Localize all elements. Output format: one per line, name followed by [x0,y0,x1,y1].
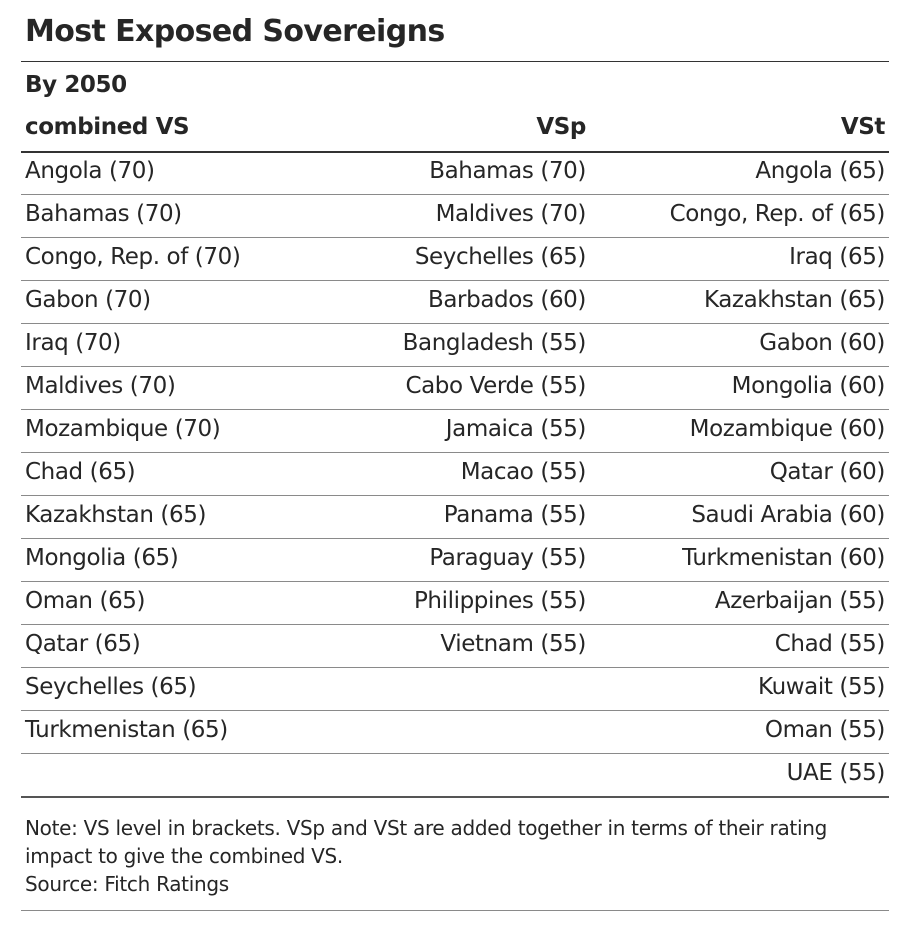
vsp-cell: Panama (55) [443,502,587,528]
vst-cell: Congo, Rep. of (65) [669,201,886,227]
table-row: Iraq (70) Bangladesh (55) Gabon (60) [21,324,889,367]
title-divider [21,61,889,62]
table-header-row: combined VS VSp VSt [21,110,889,153]
vst-cell: Kuwait (55) [758,674,885,700]
combined-vs-cell: Mongolia (65) [25,545,179,571]
table-row: Seychelles (65) Kuwait (55) [21,668,889,711]
combined-vs-cell: Seychelles (65) [25,674,197,700]
note-line-2: impact to give the combined VS. [25,844,343,868]
table-row: Qatar (65) Vietnam (55) Chad (55) [21,625,889,668]
vst-cell: Saudi Arabia (60) [691,502,885,528]
vst-cell: Iraq (65) [789,244,885,270]
table-row: Gabon (70) Barbados (60) Kazakhstan (65) [21,281,889,324]
combined-vs-cell: Turkmenistan (65) [25,717,228,743]
vst-cell: Chad (55) [774,631,886,657]
table-row: Turkmenistan (65) Oman (55) [21,711,889,754]
table-row: Chad (65) Macao (55) Qatar (60) [21,453,889,496]
combined-vs-cell: Congo, Rep. of (70) [25,244,241,270]
combined-vs-cell: Mozambique (70) [25,416,221,442]
table-row: UAE (55) [21,754,889,798]
vst-cell: Kazakhstan (65) [703,287,885,313]
table-row: Mongolia (65) Paraguay (55) Turkmenistan (… [21,539,889,582]
vst-cell: Turkmenistan (60) [682,545,885,571]
combined-vs-cell: Maldives (70) [25,373,176,399]
combined-vs-cell: Angola (70) [25,158,155,184]
combined-vs-cell: Gabon (70) [25,287,151,313]
vst-cell: Qatar (60) [769,459,886,485]
vsp-cell: Jamaica (55) [445,416,587,442]
combined-vs-cell: Iraq (70) [25,330,121,356]
vst-cell: Mongolia (60) [731,373,886,399]
table-subtitle: By 2050 [25,72,127,98]
combined-vs-cell: Chad (65) [25,459,136,485]
vsp-cell: Bangladesh (55) [402,330,587,356]
vsp-cell: Seychelles (65) [414,244,587,270]
combined-vs-cell: Kazakhstan (65) [25,502,207,528]
vst-cell: Angola (65) [755,158,885,184]
table-row: Kazakhstan (65) Panama (55) Saudi Arabia (… [21,496,889,539]
column-header-vsp: VSp [536,114,586,140]
vsp-cell: Bahamas (70) [429,158,586,184]
table-row: Mozambique (70) Jamaica (55) Mozambique (6… [21,410,889,453]
note-line-1: Note: VS level in brackets. VSp and VSt … [25,816,827,840]
table-row: Oman (65) Philippines (55) Azerbaijan (55) [21,582,889,625]
combined-vs-cell: Oman (65) [25,588,146,614]
vst-cell: Mozambique (60) [689,416,886,442]
table-body: Angola (70) Bahamas (70) Angola (65) Bahama… [21,152,889,798]
vsp-cell: Philippines (55) [413,588,586,614]
vsp-cell: Macao (55) [460,459,587,485]
column-header-combined-vs: combined VS [25,114,190,140]
combined-vs-cell: Bahamas (70) [25,201,182,227]
table-row: Maldives (70) Cabo Verde (55) Mongolia (60… [21,367,889,410]
page-title: Most Exposed Sovereigns [25,14,445,49]
column-header-vst: VSt [840,114,886,140]
vsp-cell: Vietnam (55) [440,631,586,657]
source-line: Source: Fitch Ratings [25,872,229,896]
combined-vs-cell: Qatar (65) [25,631,141,657]
table-row: Congo, Rep. of (70) Seychelles (65) Iraq (… [21,238,889,281]
vst-cell: Oman (55) [764,717,886,743]
vst-cell: Gabon (60) [759,330,885,356]
table-note: Note: VS level in brackets. VSp and VSt … [25,814,885,898]
vst-cell: Azerbaijan (55) [714,588,885,614]
table-row: Angola (70) Bahamas (70) Angola (65) [21,152,889,195]
table-row: Bahamas (70) Maldives (70) Congo, Rep. of … [21,195,889,238]
vsp-cell: Cabo Verde (55) [405,373,586,399]
bottom-divider [21,910,889,911]
vsp-cell: Barbados (60) [427,287,586,313]
vst-cell: UAE (55) [786,760,886,786]
vsp-cell: Maldives (70) [435,201,587,227]
vsp-cell: Paraguay (55) [429,545,586,571]
